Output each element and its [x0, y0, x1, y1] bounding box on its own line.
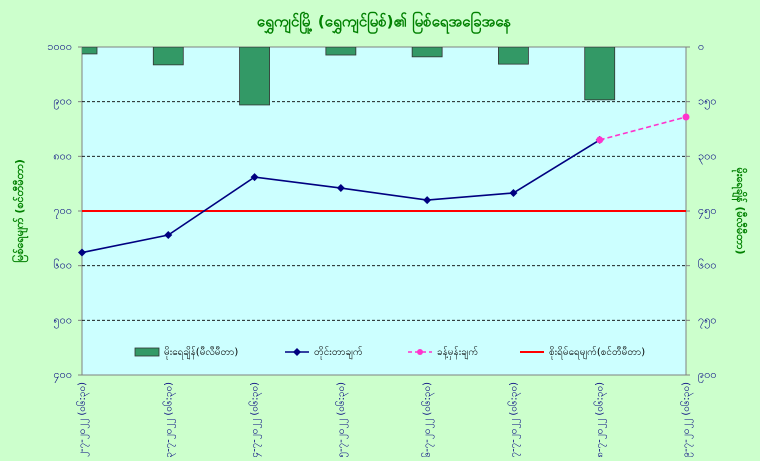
- marker: [682, 113, 690, 121]
- legend-label: စိုးရိမ်ရေမျက်(စင်တီမီတာ): [549, 345, 645, 360]
- marker: [596, 136, 604, 144]
- y-tick-label: ၄၀၀: [53, 368, 72, 383]
- x-tick-label: ၂၉-၇-၂၀၂၂ (၀၆:၃၀): [679, 382, 694, 457]
- rain-bar: [498, 47, 529, 65]
- rain-bar: [82, 47, 98, 55]
- marker: [250, 173, 259, 182]
- legend-marker: [417, 349, 423, 355]
- legend-label: တိုင်းတာချက်: [314, 345, 363, 360]
- rain-bar: [152, 47, 184, 66]
- x-tick-label: ၂၄-၇-၂၀၂၂ (၀၆:၃၀): [248, 382, 263, 457]
- y-axis-title: မြစ်ရေမျက် (စင်တီမီတာ): [11, 159, 29, 263]
- y2-tick-label: ၇၅၀: [698, 313, 717, 328]
- y2-tick-label: ၆၀၀: [698, 259, 717, 272]
- x-tick-label: ၂၅-၇-၂၀၂၂ (၀၆:၃၀): [334, 382, 349, 457]
- legend-label: ခန့်မှန်းချက်: [437, 345, 478, 360]
- y2-tick-label: ၃၀၀: [698, 149, 717, 164]
- marker: [509, 188, 518, 197]
- y-tick-label: ၁၀၀၀: [47, 40, 72, 53]
- x-tick-label: ၂၃-၇-၂၀၂၂ (၀၆:၃၀): [161, 382, 176, 457]
- marker: [336, 184, 345, 193]
- y2-tick-label: ၀: [698, 40, 704, 53]
- x-tick-label: ၂၈-၇-၂၀၂၂ (၀၆:၃၀): [593, 382, 608, 457]
- legend-swatch: [134, 347, 160, 357]
- marker: [164, 231, 173, 240]
- legend-label: မိုးရေချိန်(မီလီမီတာ): [164, 345, 238, 360]
- y2-tick-label: ၁၅၀: [698, 95, 717, 110]
- x-tick-label: ၂၂-၇-၂၀၂၂ (၀၆:၃၀): [75, 382, 90, 457]
- y2-tick-label: ၄၅၀: [698, 204, 717, 219]
- rain-bar: [584, 47, 616, 101]
- rain-bar: [325, 47, 357, 56]
- rain-bar: [239, 47, 270, 106]
- marker: [423, 196, 432, 205]
- y2-axis-title: မိုးရေချိန် (မီလီမီတာ): [731, 168, 748, 255]
- y-tick-label: ၇၀၀: [53, 204, 72, 219]
- marker: [78, 248, 86, 257]
- chart-title: ရွှေကျင်မြို့ (ရွှေကျင်မြစ်)၏ မြစ်ရေအခြေ…: [257, 11, 512, 35]
- series-line: [599, 116, 687, 141]
- y-tick-label: ၆၀၀: [53, 259, 72, 272]
- y-tick-label: ၈၀၀: [53, 149, 72, 162]
- x-tick-label: ၂၇-၇-၂၀၂၂ (၀၆:၃၀): [506, 382, 521, 457]
- y2-tick-label: ၉၀၀: [698, 368, 717, 383]
- plot: [82, 47, 686, 321]
- x-tick-label: ၂၆-၇-၂၀၂၂ (၀၆:၃၀): [420, 382, 435, 457]
- rain-bar: [411, 47, 443, 58]
- y-tick-label: ၉၀၀: [53, 95, 72, 110]
- y-tick-label: ၅၀၀: [53, 313, 72, 328]
- legend-marker: [293, 348, 301, 356]
